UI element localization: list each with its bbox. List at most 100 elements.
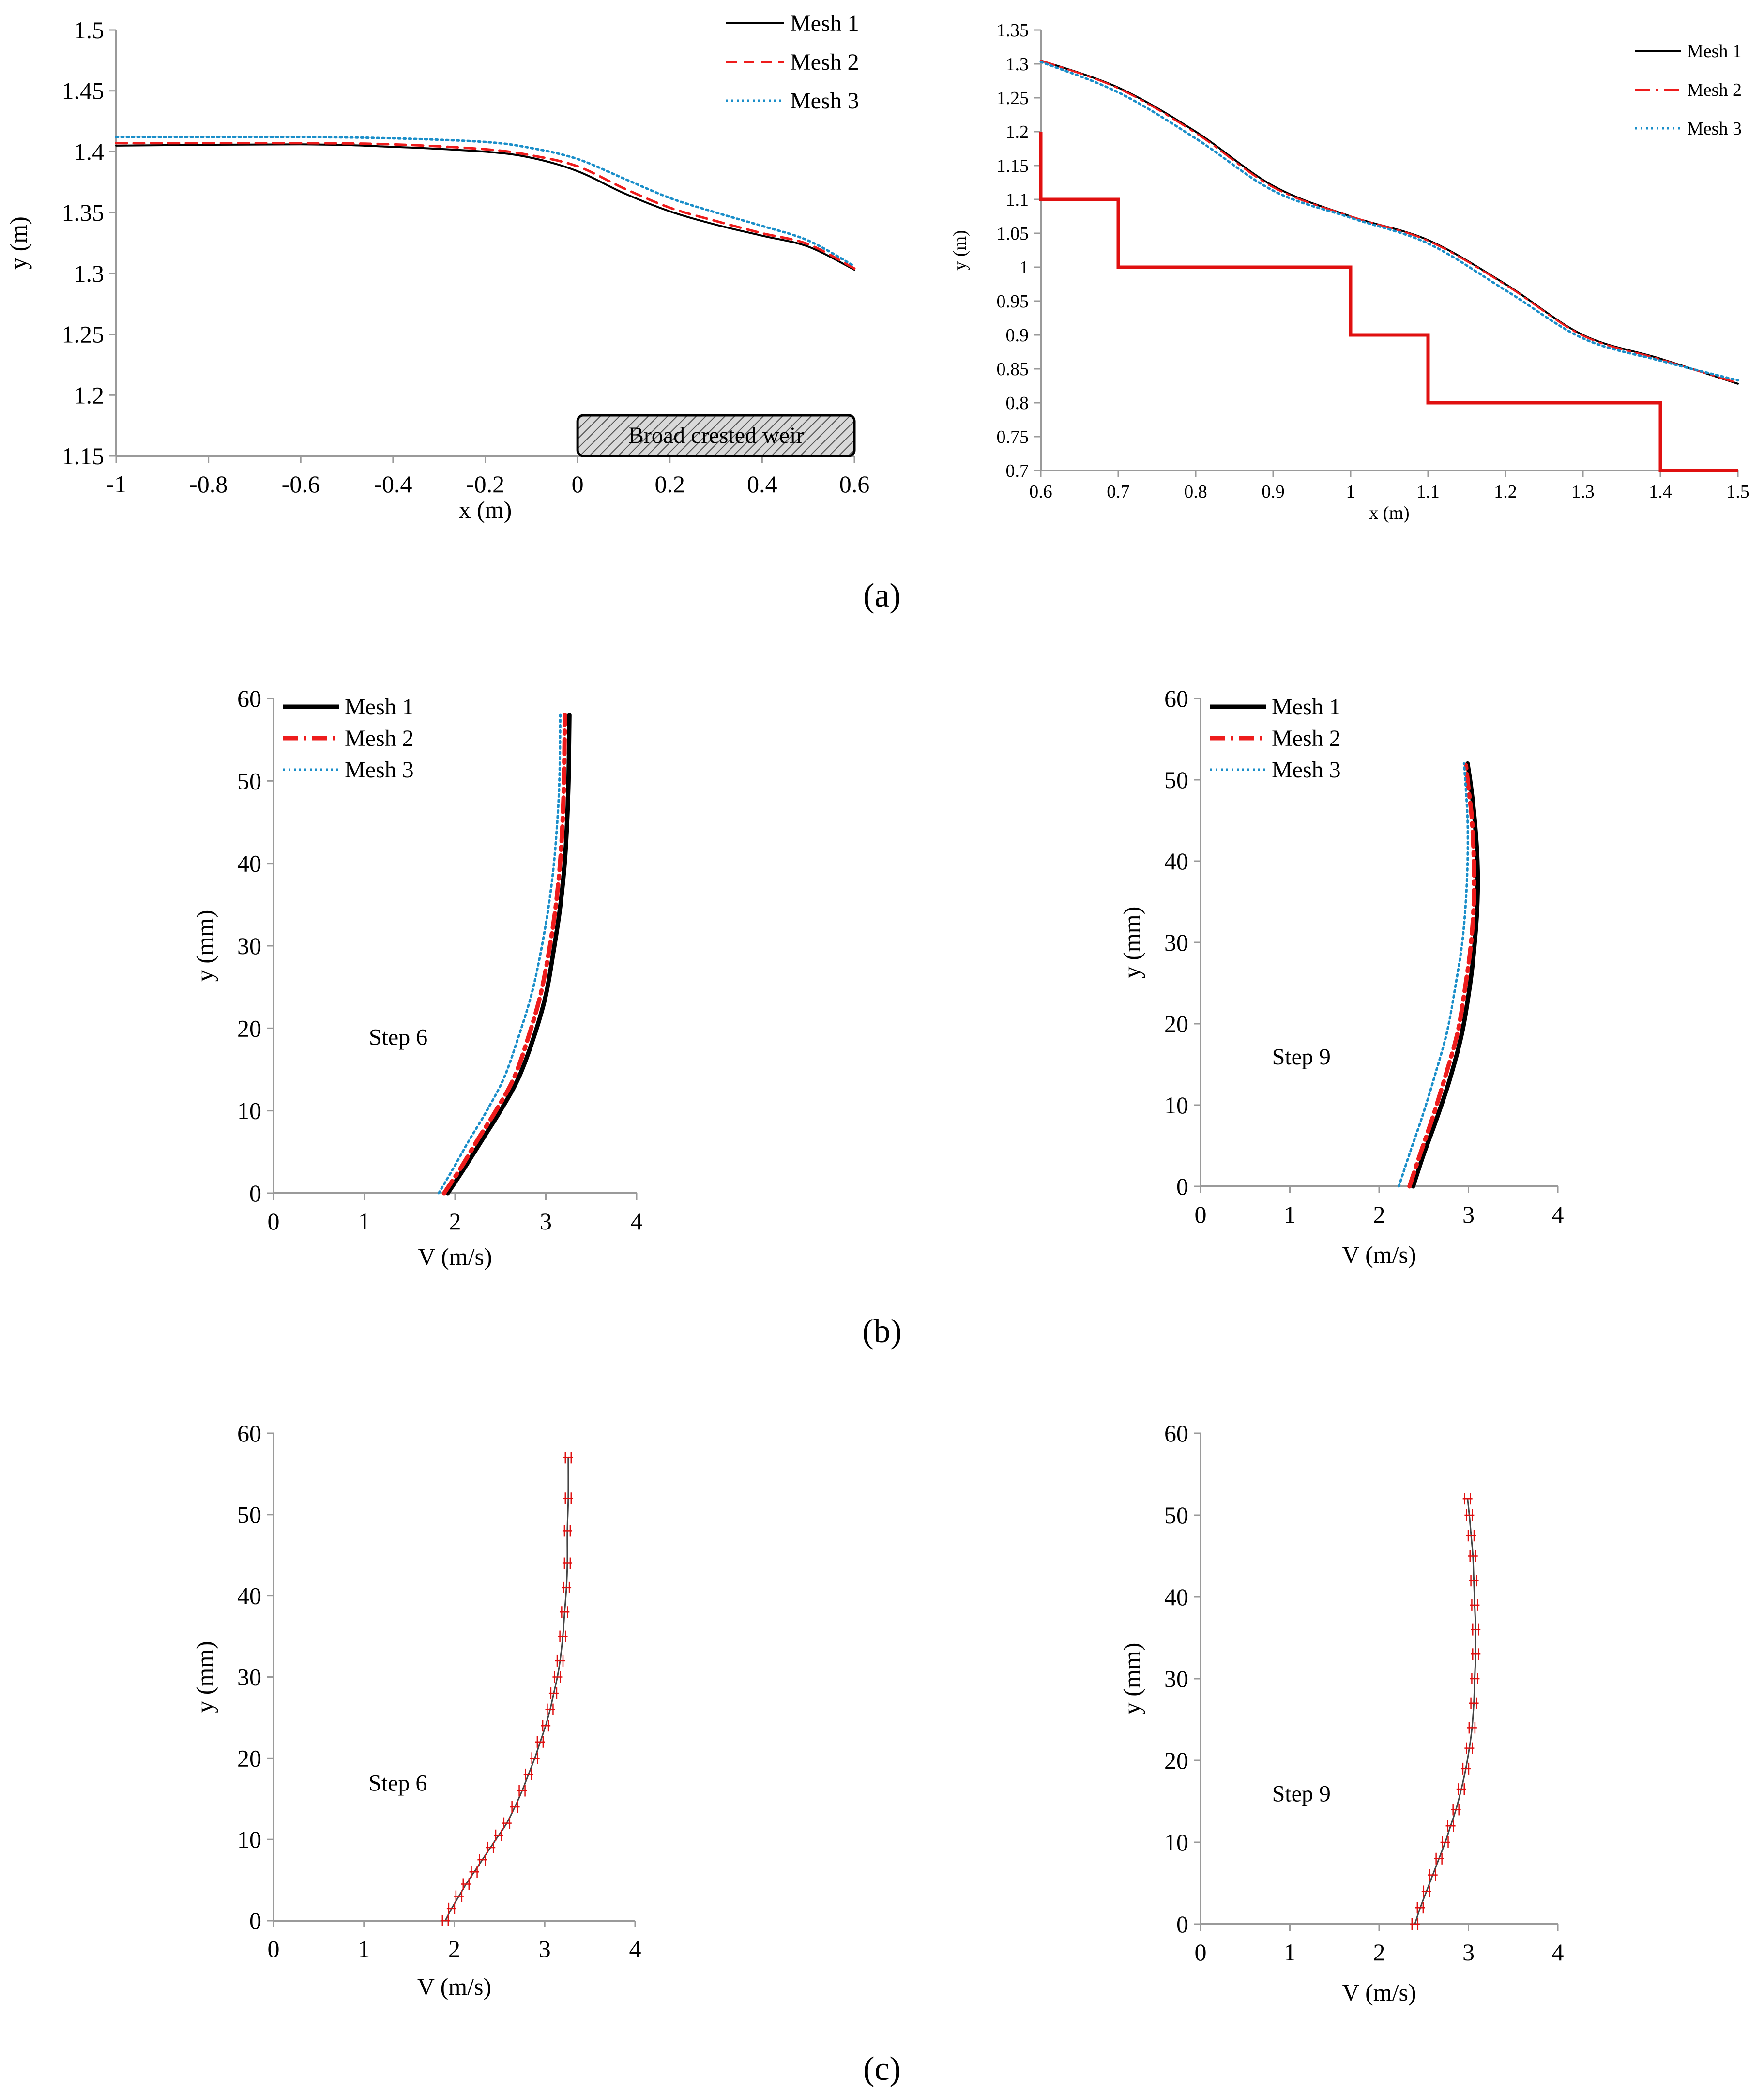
- error-bar: [1434, 1852, 1444, 1865]
- series-line-mesh-3: [1039, 61, 1739, 382]
- x-tick-label: 3: [1462, 1201, 1475, 1228]
- series-line-step-6: [444, 1456, 569, 1922]
- legend-label: Mesh 2: [345, 726, 414, 751]
- legend-label: Mesh 1: [790, 11, 859, 36]
- legend: Mesh 1 Mesh 2 Mesh 3: [1210, 694, 1341, 783]
- error-bar: [1464, 1509, 1475, 1521]
- x-tick-label: 3: [540, 1208, 552, 1235]
- y-tick-label: 0.8: [1006, 393, 1029, 413]
- error-bar: [562, 1525, 572, 1537]
- series-line-mesh-2: [1040, 60, 1739, 384]
- error-bar: [1464, 1742, 1475, 1754]
- y-tick-label: 20: [237, 1015, 261, 1042]
- y-tick-label: 0: [249, 1907, 261, 1934]
- y-tick-label: 1: [1019, 258, 1029, 278]
- x-tick-label: 4: [631, 1208, 643, 1235]
- x-tick-label: 1: [1284, 1201, 1296, 1228]
- error-bar: [446, 1902, 456, 1914]
- y-tick-label: 1.05: [997, 224, 1029, 244]
- y-tick-label: 0: [249, 1180, 261, 1207]
- error-bar: [558, 1630, 568, 1642]
- error-bar: [494, 1829, 504, 1841]
- y-axis-label: y (mm): [191, 1641, 218, 1713]
- error-bar: [548, 1687, 559, 1699]
- y-tick-label: 40: [237, 850, 261, 877]
- y-axis-label: y (m): [5, 216, 32, 270]
- series-line-mesh-1: [445, 713, 572, 1196]
- series-line-mesh-2: [115, 142, 856, 270]
- y-tick-label: 1.15: [62, 442, 105, 470]
- y-tick-label: 50: [1164, 1502, 1188, 1529]
- y-tick-label: 1.3: [74, 260, 105, 287]
- legend: Mesh 1 Mesh 2 Mesh 3: [1635, 41, 1742, 139]
- legend-label: Mesh 3: [790, 88, 859, 114]
- caption-c: (c): [863, 2050, 901, 2088]
- y-tick-label: 50: [237, 1501, 261, 1528]
- y-tick-label: 1.25: [62, 321, 105, 348]
- series-line-mesh-3: [437, 713, 562, 1195]
- x-axis-label: V (m/s): [1342, 1241, 1416, 1268]
- chart-a-right: 0.6 0.7 0.8 0.9 1 1.1 1.2 1.3 1.4 1.50.70.750.80.…: [950, 20, 1749, 523]
- y-tick-label: 1.1: [1006, 190, 1029, 210]
- x-tick-label: 0: [268, 1935, 280, 1962]
- error-bar: [517, 1785, 527, 1797]
- y-tick-label: 30: [237, 932, 261, 959]
- x-tick-label: 3: [1462, 1939, 1475, 1966]
- error-bar: [1469, 1697, 1479, 1709]
- y-tick-label: 0.9: [1006, 325, 1029, 346]
- error-bar: [486, 1841, 496, 1853]
- error-bar: [477, 1854, 487, 1866]
- error-bar: [502, 1817, 512, 1829]
- series-line-mesh-2: [442, 713, 567, 1196]
- x-axis-label: V (m/s): [417, 1973, 491, 2000]
- error-bar: [535, 1736, 545, 1748]
- x-axis-label: V (m/s): [418, 1243, 492, 1270]
- error-bar: [1415, 1902, 1425, 1914]
- x-tick-label: 4: [1552, 1939, 1564, 1966]
- y-tick-label: 30: [1164, 1665, 1188, 1692]
- y-tick-label: 20: [1164, 1010, 1188, 1037]
- y-tick-label: 40: [237, 1582, 261, 1609]
- x-tick-label: 0.8: [1184, 482, 1207, 502]
- y-axis-label: y (mm): [191, 910, 218, 982]
- caption-a: (a): [863, 577, 901, 614]
- legend: Mesh 1 Mesh 2 Mesh 3: [726, 11, 859, 114]
- error-bar: [1440, 1836, 1450, 1848]
- y-tick-label: 0: [1176, 1173, 1188, 1200]
- error-bar: [563, 1452, 573, 1464]
- x-axis-label: x (m): [459, 496, 512, 523]
- error-bar: [530, 1752, 540, 1764]
- y-tick-label: 60: [237, 685, 261, 712]
- error-bar: [1469, 1575, 1479, 1587]
- y-tick-label: 10: [1164, 1829, 1188, 1856]
- y-tick-label: 40: [1164, 1583, 1188, 1610]
- series-line-mesh-2: [1407, 761, 1476, 1189]
- y-tick-label: 1.3: [1006, 54, 1029, 75]
- x-tick-label: 1.1: [1416, 482, 1440, 502]
- error-bar: [1451, 1804, 1461, 1816]
- step-label: Step 6: [369, 1024, 427, 1050]
- y-axis-label: y (mm): [1118, 1643, 1145, 1715]
- error-bar: [1410, 1918, 1420, 1930]
- y-tick-label: 0.95: [997, 291, 1029, 312]
- x-tick-label: 1: [358, 1935, 370, 1962]
- y-tick-label: 1.2: [74, 381, 105, 409]
- x-axis-label: x (m): [1369, 503, 1409, 523]
- legend-label: Mesh 1: [345, 694, 414, 720]
- step-label: Step 9: [1272, 1044, 1331, 1070]
- y-tick-label: 1.45: [62, 77, 105, 105]
- y-tick-label: 10: [237, 1826, 261, 1853]
- x-tick-label: 0.2: [655, 470, 685, 498]
- y-tick-label: 30: [237, 1664, 261, 1691]
- legend-label: Mesh 2: [790, 49, 859, 75]
- x-tick-label: 4: [629, 1935, 641, 1962]
- y-tick-label: 10: [1164, 1092, 1188, 1119]
- x-tick-label: 1: [1346, 482, 1355, 502]
- legend-label: Mesh 3: [345, 757, 414, 783]
- legend-label: Mesh 2: [1272, 726, 1341, 751]
- y-tick-label: 20: [237, 1744, 261, 1772]
